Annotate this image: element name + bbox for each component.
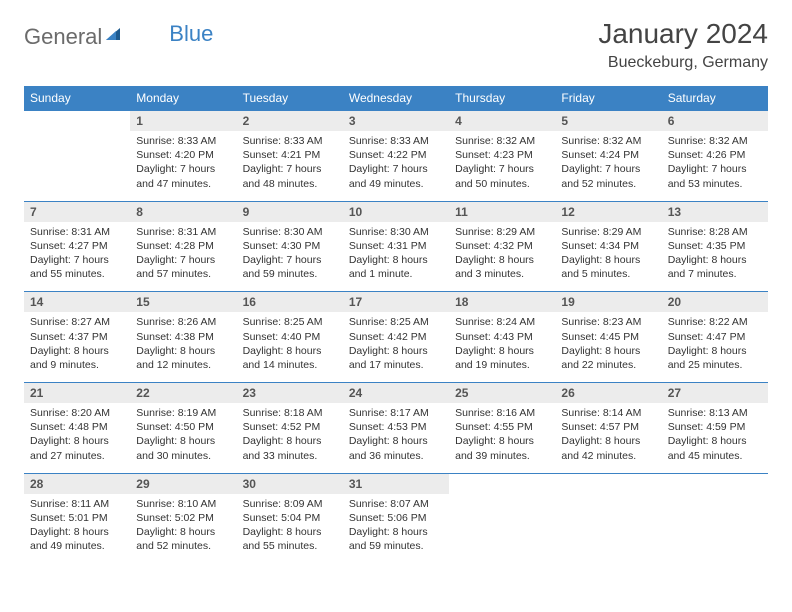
day-number-cell: 13 bbox=[662, 201, 768, 222]
day-detail-cell: Sunrise: 8:33 AMSunset: 4:22 PMDaylight:… bbox=[343, 131, 449, 201]
day-detail-row: Sunrise: 8:27 AMSunset: 4:37 PMDaylight:… bbox=[24, 312, 768, 382]
day-number-cell: 29 bbox=[130, 473, 236, 494]
day-number-row: 14151617181920 bbox=[24, 292, 768, 313]
day-number-cell: 5 bbox=[555, 111, 661, 132]
day-number-row: 78910111213 bbox=[24, 201, 768, 222]
day-number-cell: 23 bbox=[237, 383, 343, 404]
day-number-cell: 2 bbox=[237, 111, 343, 132]
day-detail-cell: Sunrise: 8:26 AMSunset: 4:38 PMDaylight:… bbox=[130, 312, 236, 382]
weekday-header: Wednesday bbox=[343, 86, 449, 111]
day-number-cell: 28 bbox=[24, 473, 130, 494]
day-number-cell: 3 bbox=[343, 111, 449, 132]
logo: General Blue bbox=[24, 24, 213, 50]
day-detail-row: Sunrise: 8:11 AMSunset: 5:01 PMDaylight:… bbox=[24, 494, 768, 564]
day-number-cell: 15 bbox=[130, 292, 236, 313]
weekday-header: Saturday bbox=[662, 86, 768, 111]
title-block: January 2024 Bueckeburg, Germany bbox=[598, 18, 768, 72]
day-detail-cell: Sunrise: 8:30 AMSunset: 4:31 PMDaylight:… bbox=[343, 222, 449, 292]
day-number-cell: 1 bbox=[130, 111, 236, 132]
day-detail-cell: Sunrise: 8:20 AMSunset: 4:48 PMDaylight:… bbox=[24, 403, 130, 473]
day-detail-cell: Sunrise: 8:25 AMSunset: 4:40 PMDaylight:… bbox=[237, 312, 343, 382]
day-number-cell bbox=[662, 473, 768, 494]
weekday-header: Monday bbox=[130, 86, 236, 111]
day-number-cell: 9 bbox=[237, 201, 343, 222]
day-detail-cell: Sunrise: 8:28 AMSunset: 4:35 PMDaylight:… bbox=[662, 222, 768, 292]
day-number-cell: 7 bbox=[24, 201, 130, 222]
logo-flag-icon bbox=[105, 26, 125, 49]
day-detail-cell: Sunrise: 8:14 AMSunset: 4:57 PMDaylight:… bbox=[555, 403, 661, 473]
day-detail-row: Sunrise: 8:31 AMSunset: 4:27 PMDaylight:… bbox=[24, 222, 768, 292]
logo-text-general: General bbox=[24, 24, 102, 50]
day-detail-cell: Sunrise: 8:16 AMSunset: 4:55 PMDaylight:… bbox=[449, 403, 555, 473]
day-number-cell: 10 bbox=[343, 201, 449, 222]
day-detail-cell: Sunrise: 8:31 AMSunset: 4:28 PMDaylight:… bbox=[130, 222, 236, 292]
day-number-cell: 31 bbox=[343, 473, 449, 494]
day-number-cell: 8 bbox=[130, 201, 236, 222]
day-number-cell: 27 bbox=[662, 383, 768, 404]
day-number-cell bbox=[555, 473, 661, 494]
day-detail-cell: Sunrise: 8:32 AMSunset: 4:24 PMDaylight:… bbox=[555, 131, 661, 201]
day-detail-row: Sunrise: 8:33 AMSunset: 4:20 PMDaylight:… bbox=[24, 131, 768, 201]
day-detail-cell: Sunrise: 8:31 AMSunset: 4:27 PMDaylight:… bbox=[24, 222, 130, 292]
day-number-cell: 18 bbox=[449, 292, 555, 313]
day-detail-cell: Sunrise: 8:10 AMSunset: 5:02 PMDaylight:… bbox=[130, 494, 236, 564]
day-detail-cell: Sunrise: 8:13 AMSunset: 4:59 PMDaylight:… bbox=[662, 403, 768, 473]
weekday-header: Thursday bbox=[449, 86, 555, 111]
weekday-header: Friday bbox=[555, 86, 661, 111]
day-detail-cell bbox=[449, 494, 555, 564]
day-detail-cell: Sunrise: 8:29 AMSunset: 4:32 PMDaylight:… bbox=[449, 222, 555, 292]
day-detail-row: Sunrise: 8:20 AMSunset: 4:48 PMDaylight:… bbox=[24, 403, 768, 473]
day-detail-cell: Sunrise: 8:17 AMSunset: 4:53 PMDaylight:… bbox=[343, 403, 449, 473]
day-number-cell: 24 bbox=[343, 383, 449, 404]
day-number-cell: 19 bbox=[555, 292, 661, 313]
day-detail-cell: Sunrise: 8:24 AMSunset: 4:43 PMDaylight:… bbox=[449, 312, 555, 382]
calendar-table: Sunday Monday Tuesday Wednesday Thursday… bbox=[24, 86, 768, 563]
day-detail-cell: Sunrise: 8:18 AMSunset: 4:52 PMDaylight:… bbox=[237, 403, 343, 473]
day-detail-cell: Sunrise: 8:32 AMSunset: 4:23 PMDaylight:… bbox=[449, 131, 555, 201]
day-detail-cell: Sunrise: 8:29 AMSunset: 4:34 PMDaylight:… bbox=[555, 222, 661, 292]
day-number-row: 123456 bbox=[24, 111, 768, 132]
day-number-cell: 30 bbox=[237, 473, 343, 494]
day-detail-cell: Sunrise: 8:09 AMSunset: 5:04 PMDaylight:… bbox=[237, 494, 343, 564]
day-number-cell: 12 bbox=[555, 201, 661, 222]
month-title: January 2024 bbox=[598, 18, 768, 50]
logo-text-blue: Blue bbox=[169, 21, 213, 47]
day-detail-cell: Sunrise: 8:23 AMSunset: 4:45 PMDaylight:… bbox=[555, 312, 661, 382]
day-number-cell: 21 bbox=[24, 383, 130, 404]
day-number-cell: 22 bbox=[130, 383, 236, 404]
day-number-cell bbox=[449, 473, 555, 494]
day-number-cell: 26 bbox=[555, 383, 661, 404]
weekday-header: Sunday bbox=[24, 86, 130, 111]
day-detail-cell: Sunrise: 8:33 AMSunset: 4:21 PMDaylight:… bbox=[237, 131, 343, 201]
day-detail-cell bbox=[662, 494, 768, 564]
location: Bueckeburg, Germany bbox=[598, 54, 768, 72]
weekday-header: Tuesday bbox=[237, 86, 343, 111]
day-detail-cell: Sunrise: 8:19 AMSunset: 4:50 PMDaylight:… bbox=[130, 403, 236, 473]
day-detail-cell: Sunrise: 8:11 AMSunset: 5:01 PMDaylight:… bbox=[24, 494, 130, 564]
header: General Blue January 2024 Bueckeburg, Ge… bbox=[24, 18, 768, 72]
day-detail-cell: Sunrise: 8:07 AMSunset: 5:06 PMDaylight:… bbox=[343, 494, 449, 564]
day-number-cell bbox=[24, 111, 130, 132]
day-number-cell: 20 bbox=[662, 292, 768, 313]
day-detail-cell: Sunrise: 8:30 AMSunset: 4:30 PMDaylight:… bbox=[237, 222, 343, 292]
day-number-cell: 4 bbox=[449, 111, 555, 132]
day-number-cell: 6 bbox=[662, 111, 768, 132]
day-detail-cell bbox=[24, 131, 130, 201]
day-number-cell: 14 bbox=[24, 292, 130, 313]
day-number-cell: 16 bbox=[237, 292, 343, 313]
day-detail-cell: Sunrise: 8:27 AMSunset: 4:37 PMDaylight:… bbox=[24, 312, 130, 382]
day-number-row: 28293031 bbox=[24, 473, 768, 494]
weekday-header-row: Sunday Monday Tuesday Wednesday Thursday… bbox=[24, 86, 768, 111]
day-detail-cell: Sunrise: 8:32 AMSunset: 4:26 PMDaylight:… bbox=[662, 131, 768, 201]
day-detail-cell bbox=[555, 494, 661, 564]
day-detail-cell: Sunrise: 8:33 AMSunset: 4:20 PMDaylight:… bbox=[130, 131, 236, 201]
day-number-cell: 11 bbox=[449, 201, 555, 222]
day-detail-cell: Sunrise: 8:25 AMSunset: 4:42 PMDaylight:… bbox=[343, 312, 449, 382]
day-number-cell: 25 bbox=[449, 383, 555, 404]
day-number-row: 21222324252627 bbox=[24, 383, 768, 404]
day-number-cell: 17 bbox=[343, 292, 449, 313]
day-detail-cell: Sunrise: 8:22 AMSunset: 4:47 PMDaylight:… bbox=[662, 312, 768, 382]
